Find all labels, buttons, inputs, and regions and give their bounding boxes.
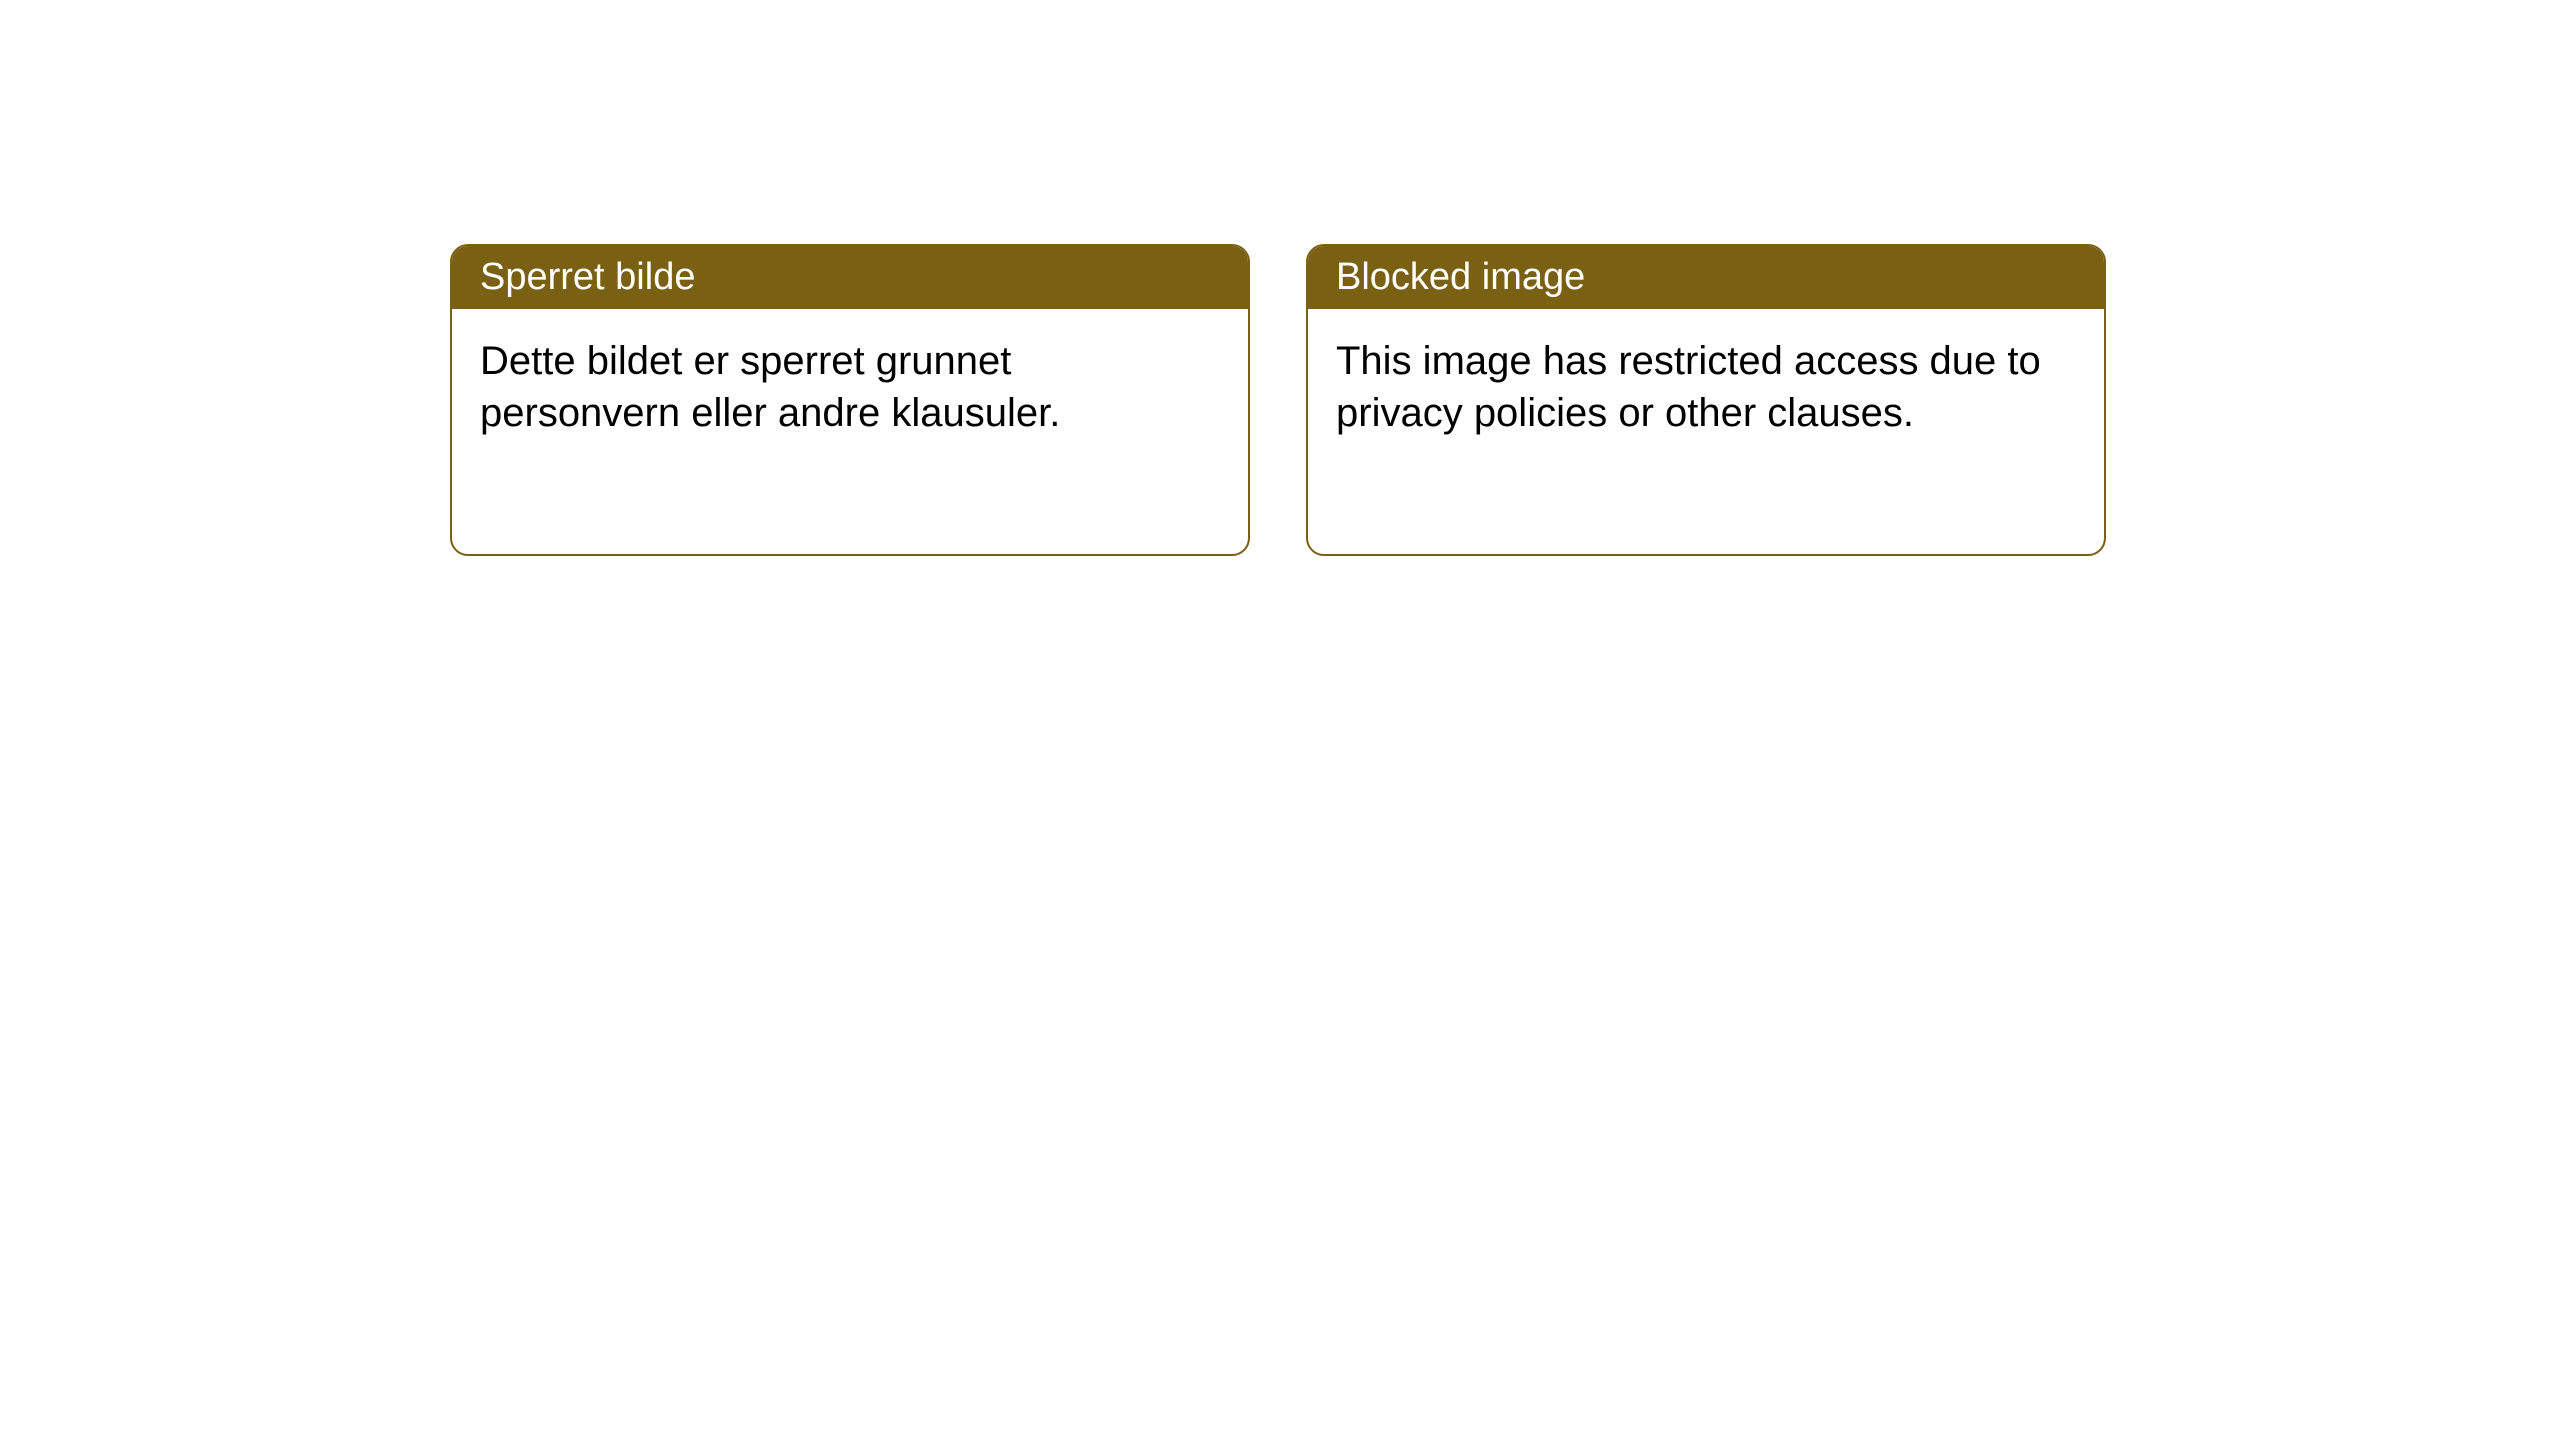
callout-body-text: This image has restricted access due to … bbox=[1336, 339, 2041, 435]
callout-body-english: This image has restricted access due to … bbox=[1308, 309, 2104, 554]
callout-body-norwegian: Dette bildet er sperret grunnet personve… bbox=[452, 309, 1248, 554]
callout-box-english: Blocked image This image has restricted … bbox=[1306, 244, 2106, 556]
callout-title: Sperret bilde bbox=[480, 256, 695, 298]
callout-container: Sperret bilde Dette bildet er sperret gr… bbox=[0, 0, 2560, 556]
callout-header-norwegian: Sperret bilde bbox=[452, 246, 1248, 309]
callout-title: Blocked image bbox=[1336, 256, 1585, 298]
callout-body-text: Dette bildet er sperret grunnet personve… bbox=[480, 339, 1060, 435]
callout-box-norwegian: Sperret bilde Dette bildet er sperret gr… bbox=[450, 244, 1250, 556]
callout-header-english: Blocked image bbox=[1308, 246, 2104, 309]
